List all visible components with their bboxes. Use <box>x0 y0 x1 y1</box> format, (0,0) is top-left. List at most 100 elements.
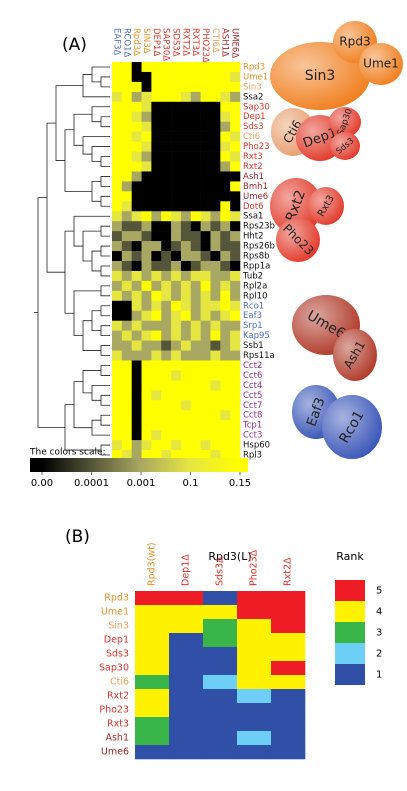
dendrogram-branch <box>100 265 110 277</box>
heatmap-cell <box>131 360 142 371</box>
heatmap-cell <box>141 270 152 282</box>
subunit-shine <box>359 43 403 85</box>
heatmap-cell <box>161 420 172 431</box>
heatmap-cell <box>210 71 221 83</box>
heatmap-cell <box>220 71 231 83</box>
heatmap-cell <box>190 201 201 212</box>
heatmap-cell <box>210 251 221 262</box>
heatmap-cell <box>141 191 152 202</box>
heatmap-cell <box>210 131 221 142</box>
row-label: Dep1 <box>243 112 266 122</box>
rank-cell <box>203 731 238 746</box>
subunit-shine <box>270 178 322 234</box>
heatmap-cell <box>230 201 241 212</box>
heatmap-cell <box>210 231 221 242</box>
heatmap-cell <box>161 410 172 421</box>
column-label: EAF3Δ <box>111 28 121 55</box>
heatmap-cell <box>141 390 152 401</box>
column-label: Dep1Δ <box>181 554 192 586</box>
heatmap-cell <box>220 101 231 113</box>
heatmap-cell <box>220 261 231 272</box>
heatmap-cell <box>141 171 152 182</box>
heatmap-cell <box>161 101 172 113</box>
heatmap-cell <box>210 410 221 421</box>
column-label: CTI6Δ <box>210 28 220 53</box>
heatmap-cell <box>210 101 221 113</box>
heatmap-cell <box>121 340 132 351</box>
heatmap-cell <box>200 410 211 421</box>
heatmap-cell <box>190 370 201 381</box>
heatmap-cell <box>180 350 192 361</box>
heatmap-cell <box>220 360 231 371</box>
scale-tick-label: 0.00 <box>31 478 53 489</box>
heatmap-cell <box>131 330 142 341</box>
heatmap-cell <box>121 430 132 441</box>
heatmap-cell <box>141 300 152 312</box>
heatmap-cell <box>190 390 201 401</box>
heatmap-cell <box>210 390 221 401</box>
heatmap-cell <box>161 71 172 83</box>
heatmap-cell <box>121 181 132 192</box>
rank-cell <box>271 675 306 690</box>
heatmap-cell <box>180 420 192 431</box>
row-label: Rxt2 <box>107 691 129 702</box>
heatmap-cell <box>141 340 152 351</box>
heatmap-cell <box>161 231 172 242</box>
heatmap-cell <box>141 211 152 222</box>
heatmap-cell <box>121 290 132 302</box>
rank-cell <box>271 703 306 718</box>
heatmap-cell <box>230 290 241 302</box>
heatmap-cell <box>200 450 211 461</box>
heatmap-cell <box>200 101 211 113</box>
heatmap-cell <box>190 440 201 451</box>
heatmap-cell <box>121 191 132 202</box>
heatmap-cell <box>161 62 172 73</box>
column-label: Rxt2Δ <box>283 557 294 586</box>
heatmap-cell <box>121 91 132 103</box>
heatmap-cell <box>121 171 132 182</box>
legend-swatch <box>335 601 365 622</box>
rank-cell <box>203 591 238 606</box>
heatmap-cell <box>121 111 132 122</box>
heatmap-cell <box>210 440 221 451</box>
row-label: Rxt3 <box>243 152 263 162</box>
heatmap-cell <box>141 231 152 242</box>
heatmap-cell <box>190 121 201 132</box>
heatmap-cell <box>171 310 182 321</box>
heatmap-cell <box>121 360 132 371</box>
heatmap-cell <box>112 181 123 192</box>
row-label: Rps26b <box>243 242 275 252</box>
heatmap-cell <box>121 320 132 331</box>
heatmap-cell <box>171 410 182 421</box>
column-label: SAP30Δ <box>161 28 171 61</box>
heatmap-cell <box>141 71 152 83</box>
legend-label: 1 <box>376 670 382 681</box>
heatmap-cell <box>190 350 201 361</box>
heatmap-cell <box>220 290 231 302</box>
heatmap-cell <box>121 62 132 73</box>
heatmap-cell <box>151 111 162 122</box>
heatmap-cell <box>121 121 132 132</box>
heatmap-cell <box>151 81 162 93</box>
heatmap-cell <box>210 290 221 302</box>
heatmap-cell <box>151 410 162 421</box>
heatmap-cell <box>210 161 221 172</box>
heatmap-cell <box>210 241 221 252</box>
heatmap-cell <box>180 300 192 312</box>
heatmap-cell <box>210 310 221 321</box>
heatmap-cell <box>210 300 221 312</box>
heatmap-cell <box>141 141 152 152</box>
heatmap-cell <box>131 420 142 431</box>
heatmap-cell <box>161 350 172 361</box>
heatmap-cell <box>200 201 211 212</box>
heatmap-cell <box>112 71 123 83</box>
heatmap-cell <box>230 231 241 242</box>
heatmap-cell <box>131 440 142 451</box>
column-label: Sds3Δ <box>215 556 226 586</box>
heatmap-cell <box>180 410 192 421</box>
heatmap-cell <box>210 201 221 212</box>
row-label: Ume1 <box>101 607 129 618</box>
heatmap-cell <box>131 141 142 152</box>
heatmap-cell <box>112 251 123 262</box>
heatmap-cell <box>112 290 123 302</box>
